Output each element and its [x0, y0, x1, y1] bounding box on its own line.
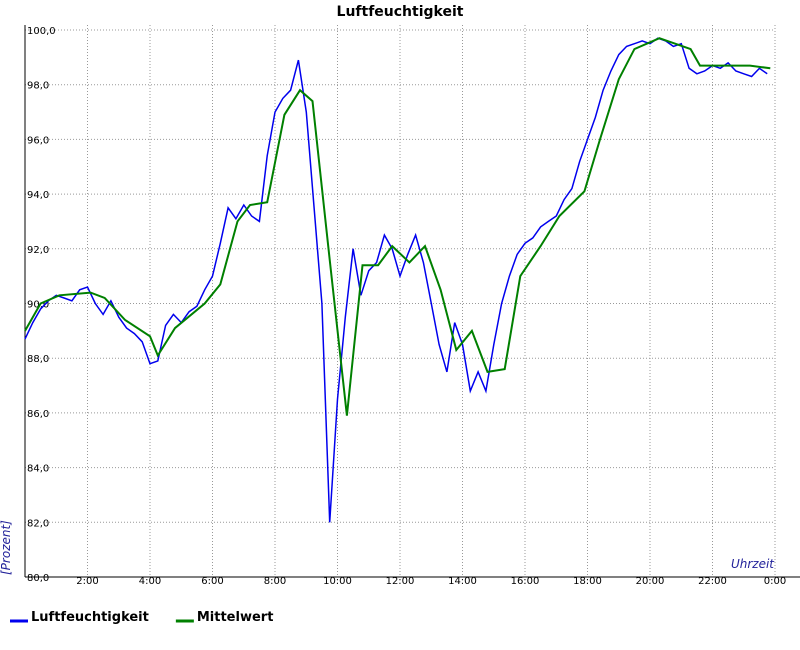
y-tick-label: 84,0	[27, 464, 49, 475]
y-tick-label: 88,0	[27, 354, 49, 365]
y-tick-label: 92,0	[27, 245, 49, 256]
y-tick-label: 98,0	[27, 81, 49, 92]
x-tick-label: 20:00	[636, 576, 665, 587]
y-tick-label: 82,0	[27, 518, 49, 529]
y-tick-label: 90,0	[27, 300, 49, 311]
x-tick-label: 4:00	[139, 576, 161, 587]
y-tick-label: 86,0	[27, 409, 49, 420]
y-tick-label: 80,0	[27, 573, 49, 584]
x-tick-label: 8:00	[264, 576, 286, 587]
legend-label: Luftfeuchtigkeit	[31, 610, 149, 625]
x-tick-label: 0:00	[764, 576, 786, 587]
x-tick-label: 6:00	[201, 576, 223, 587]
data-line	[24, 37, 771, 416]
x-tick-label: 10:00	[323, 576, 352, 587]
x-tick-label: 22:00	[698, 576, 727, 587]
x-tick-label: 12:00	[386, 576, 415, 587]
chart-title: Luftfeuchtigkeit	[337, 4, 464, 20]
x-tick-label: 2:00	[76, 576, 98, 587]
y-axis-label: [Prozent]	[0, 520, 13, 575]
y-tick-label: 100,0	[27, 26, 56, 37]
x-axis-label: Uhrzeit	[731, 557, 775, 571]
data-line	[24, 37, 768, 523]
legend-label: Mittelwert	[197, 610, 274, 625]
y-tick-label: 94,0	[27, 190, 49, 201]
x-tick-label: 14:00	[448, 576, 477, 587]
x-tick-label: 18:00	[573, 576, 602, 587]
x-tick-label: 16:00	[511, 576, 540, 587]
y-tick-label: 96,0	[27, 135, 49, 146]
